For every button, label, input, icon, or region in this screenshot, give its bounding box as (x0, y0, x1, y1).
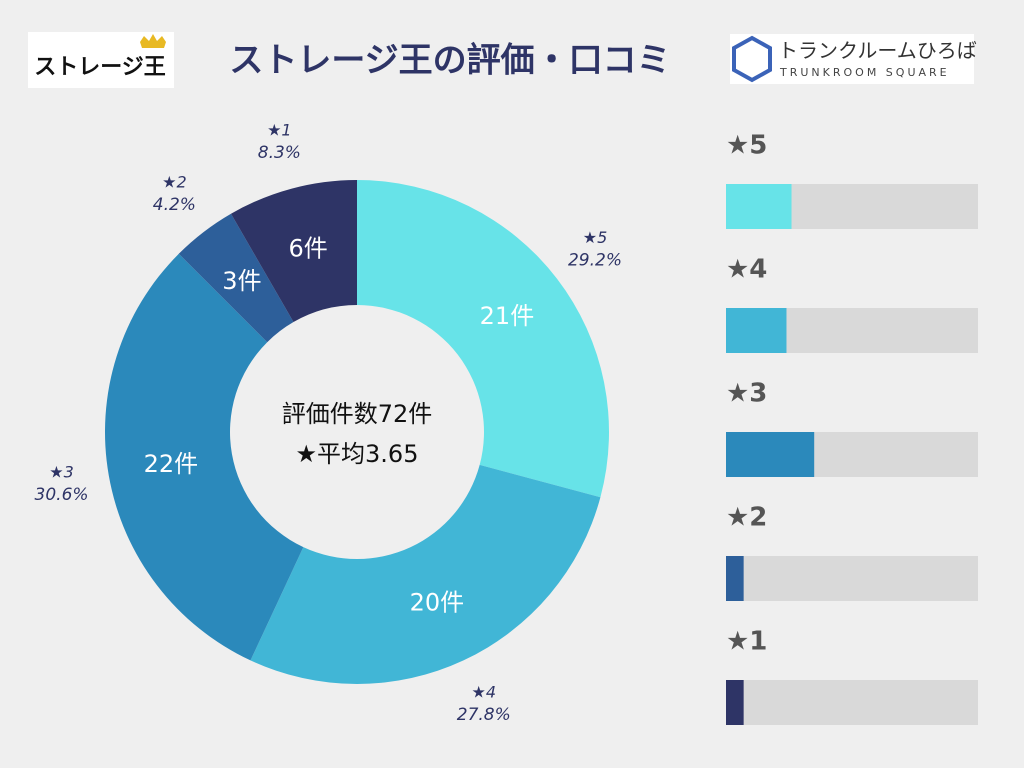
bar-track (726, 556, 978, 601)
slice-percent-label: 4.2% (153, 195, 196, 215)
bar-track (726, 680, 978, 725)
slice-category-label: ★1 (267, 121, 292, 140)
donut-slice (231, 180, 357, 323)
donut-slice (178, 213, 294, 343)
center-text: ★平均3.65 (296, 440, 419, 468)
bar-category-label: ★5 (726, 131, 767, 161)
slice-value-label: 3件 (222, 267, 261, 295)
donut-chart: 21件 ★5 29.2% 20件 ★4 27.8% 22件 ★3 30.6% 3件 ★2 4.2% 6件… (35, 121, 622, 725)
donut-slice (357, 180, 609, 498)
donut-slice (250, 464, 601, 684)
center-text: 評価件数72件 (282, 400, 433, 428)
right-logo-text: トランクルームひろば (778, 39, 977, 63)
bar (726, 308, 787, 353)
slice-value-label: 20件 (410, 588, 465, 616)
left-logo-text: ストレージ王 (34, 55, 166, 80)
bar-category-label: ★2 (726, 503, 767, 533)
slice-percent-label: 8.3% (258, 143, 301, 163)
bar (726, 556, 744, 601)
bar (726, 680, 744, 725)
slice-percent-label: 29.2% (568, 250, 622, 270)
slice-percent-label: 30.6% (35, 485, 89, 505)
slice-value-label: 22件 (144, 450, 199, 478)
page-title: ストレージ王の評価・口コミ (229, 41, 670, 81)
crown-icon (140, 34, 166, 48)
bar-category-label: ★1 (726, 627, 767, 657)
right-logo-subtext: TRUNKROOM SQUARE (779, 66, 950, 79)
slice-category-label: ★4 (472, 682, 497, 701)
slice-category-label: ★5 (583, 228, 608, 247)
slice-category-label: ★3 (49, 463, 74, 482)
slice-value-label: 6件 (288, 234, 327, 262)
bar-category-label: ★3 (726, 379, 767, 409)
slice-percent-label: 27.8% (457, 705, 511, 725)
donut-slice (104, 253, 304, 661)
bar (726, 432, 815, 477)
bar-chart: ★5 ★4 ★3 ★2 ★1 (726, 131, 978, 725)
right-logo-icon (732, 35, 772, 83)
slice-category-label: ★2 (162, 172, 187, 191)
bar (726, 184, 792, 229)
bar-category-label: ★4 (726, 255, 767, 285)
slice-value-label: 21件 (480, 302, 535, 330)
